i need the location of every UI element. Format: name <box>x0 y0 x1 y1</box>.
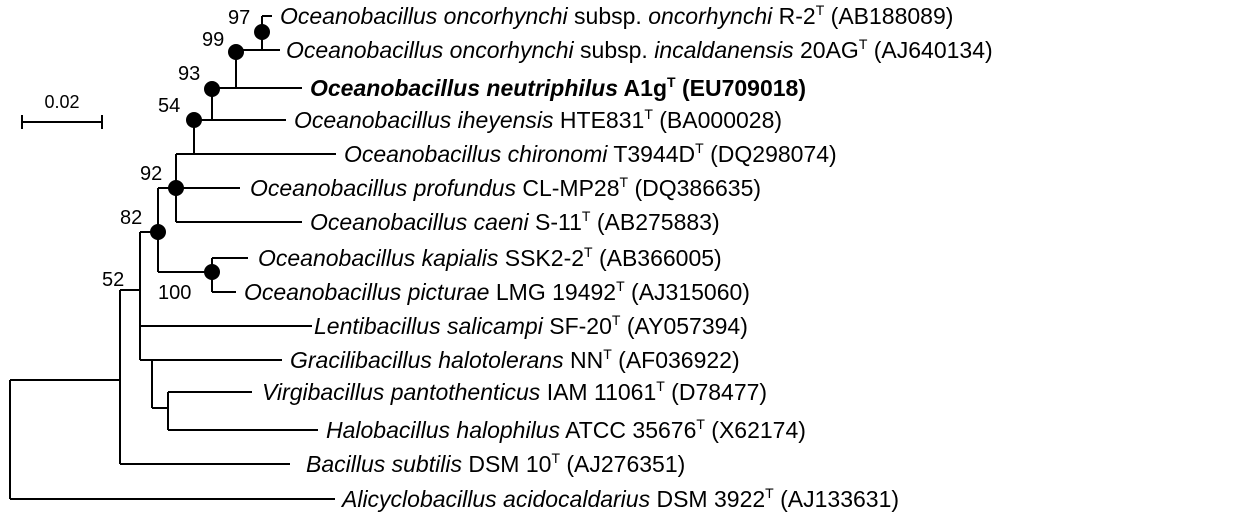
taxon-label-t4: Oceanobacillus iheyensis HTE831T (BA0000… <box>294 106 782 133</box>
node-dot-93 <box>204 81 220 97</box>
node-dot-99 <box>228 44 244 60</box>
taxon-label-t12: Virgibacillus pantothenticus IAM 11061T … <box>262 378 767 405</box>
taxon-label-t9: Oceanobacillus picturae LMG 19492T (AJ31… <box>244 278 750 305</box>
taxon-label-t11: Gracilibacillus halotolerans NNT (AF0369… <box>290 346 740 373</box>
bootstrap-92: 92 <box>140 163 162 185</box>
taxon-labels: Oceanobacillus oncorhynchi subsp. oncorh… <box>244 2 993 512</box>
node-dot-54 <box>186 112 202 128</box>
bootstrap-93: 93 <box>178 63 200 85</box>
bootstrap-82: 82 <box>120 207 142 229</box>
taxon-label-t5: Oceanobacillus chironomi T3944DT (DQ2980… <box>344 140 837 167</box>
bootstrap-52: 52 <box>102 269 124 291</box>
tree-branches <box>9 15 336 500</box>
taxon-label-t13: Halobacillus halophilus ATCC 35676T (X62… <box>326 416 806 443</box>
taxon-label-t10: Lentibacillus salicampi SF-20T (AY057394… <box>314 312 748 339</box>
taxon-label-t1: Oceanobacillus oncorhynchi subsp. oncorh… <box>280 2 953 29</box>
bootstrap-54: 54 <box>158 95 180 117</box>
node-dot-82 <box>150 224 166 240</box>
node-dot-97 <box>254 24 270 40</box>
bootstrap-97: 97 <box>228 7 250 29</box>
taxon-label-t15: Alicyclobacillus acidocaldarius DSM 3922… <box>340 485 899 512</box>
bootstrap-100: 100 <box>158 282 191 304</box>
bootstrap-labels: 97 99 93 54 92 82 100 52 <box>102 7 250 304</box>
taxon-label-t8: Oceanobacillus kapialis SSK2-2T (AB36600… <box>258 244 722 271</box>
taxon-label-t14: Bacillus subtilis DSM 10T (AJ276351) <box>306 450 685 477</box>
node-dot-92 <box>168 180 184 196</box>
scale-bar: 0.02 <box>21 92 103 129</box>
scale-bar-label: 0.02 <box>44 92 79 112</box>
bootstrap-99: 99 <box>202 29 224 51</box>
node-markers <box>150 24 270 280</box>
node-dot-100 <box>204 264 220 280</box>
taxon-label-t6: Oceanobacillus profundus CL-MP28T (DQ386… <box>250 174 761 201</box>
taxon-label-t2: Oceanobacillus oncorhynchi subsp. incald… <box>286 36 993 63</box>
taxon-label-t7: Oceanobacillus caeni S-11T (AB275883) <box>310 208 720 235</box>
taxon-label-t3: Oceanobacillus neutriphilus A1gT (EU7090… <box>310 74 806 101</box>
